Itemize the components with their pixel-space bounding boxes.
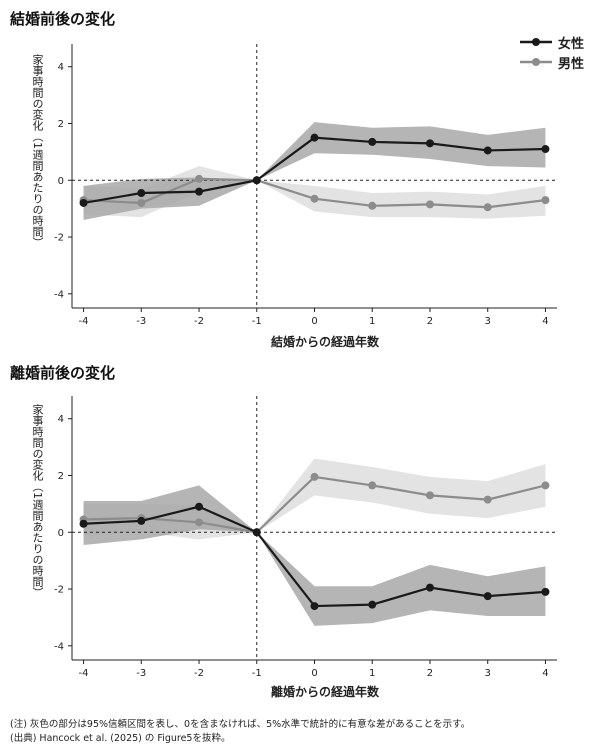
data-point-male: [310, 194, 319, 203]
data-point-male: [137, 198, 146, 207]
legend-label-female: 女性: [557, 36, 584, 52]
data-point-male: [368, 481, 377, 490]
data-point-male: [541, 481, 550, 490]
x-tick-label: 3: [485, 316, 491, 327]
y-tick-label: 0: [58, 528, 64, 539]
legend-item-female: 女性: [519, 32, 584, 52]
y-tick-label: 2: [58, 471, 64, 482]
x-tick-label: -1: [252, 316, 262, 327]
x-tick-label: 1: [369, 316, 375, 327]
x-tick-label: 0: [311, 668, 317, 679]
data-point-female: [368, 137, 377, 146]
x-tick-label: 3: [485, 668, 491, 679]
y-tick-label: 2: [58, 119, 64, 130]
data-point-female: [79, 519, 88, 528]
chart-divorce: -4 -2 0 2 4 -4 -3 -2 -1 0 1 2 3 4: [54, 396, 557, 679]
chart-marriage: -4 -2 0 2 4 -4 -3 -2 -1 0 1 2 3 4: [54, 44, 557, 327]
footnote: (注) 灰色の部分は95%信頼区間を表し、0を含まなければ、5%水準で統計的に有…: [10, 719, 471, 730]
y-tick-label: -2: [54, 585, 64, 596]
x-tick-label: -2: [194, 668, 204, 679]
x-tick-label: 2: [427, 316, 433, 327]
data-point-female: [310, 133, 319, 142]
legend-label-male: 男性: [557, 56, 584, 72]
panel-title-divorce: 離婚前後の変化: [10, 364, 116, 382]
data-point-female: [137, 516, 146, 525]
data-point-male: [368, 201, 377, 210]
x-axis-label-divorce-text: 離婚からの経過年数: [270, 685, 379, 699]
y-tick-label: -4: [54, 641, 64, 652]
y-axis-label-divorce: 家事時間の変化（1週間あたりの時間）: [31, 404, 44, 598]
x-tick-label: 0: [311, 316, 317, 327]
data-point-male: [483, 495, 492, 504]
data-point-male: [541, 196, 550, 205]
data-point-female: [252, 528, 261, 537]
data-point-female: [483, 146, 492, 155]
x-axis-label-divorce: 離婚からの経過年数: [0, 683, 600, 700]
data-point-female: [368, 600, 377, 609]
data-point-male: [483, 203, 492, 212]
data-point-male: [310, 472, 319, 481]
data-point-female: [195, 502, 204, 511]
data-point-female: [483, 592, 492, 601]
y-tick-label: 0: [58, 176, 64, 187]
data-point-male: [425, 491, 434, 500]
data-point-female: [541, 587, 550, 596]
legend-swatch-female: [519, 38, 552, 46]
x-tick-label: 4: [542, 668, 548, 679]
x-tick-label: -1: [252, 668, 262, 679]
data-point-male: [425, 200, 434, 209]
data-point-female: [79, 198, 88, 207]
x-axis-label-marriage: 結婚からの経過年数: [0, 333, 600, 350]
data-point-female: [137, 189, 146, 198]
legend-swatch-male: [519, 58, 552, 66]
y-tick-label: -4: [54, 289, 64, 300]
x-tick-label: -3: [136, 316, 146, 327]
data-point-female: [252, 176, 261, 185]
legend-item-male: 男性: [519, 52, 584, 72]
y-axis-label-marriage: 家事時間の変化（1週間あたりの時間）: [31, 54, 44, 248]
data-point-female: [541, 145, 550, 154]
x-tick-label: -4: [79, 316, 89, 327]
source-note: (出典) Hancock et al. (2025) の Figure5を抜粋。: [10, 733, 231, 744]
data-point-female: [310, 602, 319, 611]
y-tick-label: -2: [54, 233, 64, 244]
data-point-male: [195, 174, 204, 183]
x-tick-label: 4: [542, 316, 548, 327]
x-tick-label: -2: [194, 316, 204, 327]
data-point-female: [195, 187, 204, 196]
x-tick-label: -3: [136, 668, 146, 679]
x-axis-label-marriage-text: 結婚からの経過年数: [270, 335, 379, 349]
x-tick-label: -4: [79, 668, 89, 679]
y-tick-label: 4: [58, 62, 64, 73]
x-tick-label: 1: [369, 668, 375, 679]
x-tick-label: 2: [427, 668, 433, 679]
data-point-male: [195, 518, 204, 527]
data-point-female: [425, 139, 434, 148]
panel-title-marriage: 結婚前後の変化: [10, 10, 116, 28]
data-point-female: [425, 583, 434, 592]
y-tick-label: 4: [58, 414, 64, 425]
legend: 女性 男性: [519, 32, 584, 72]
